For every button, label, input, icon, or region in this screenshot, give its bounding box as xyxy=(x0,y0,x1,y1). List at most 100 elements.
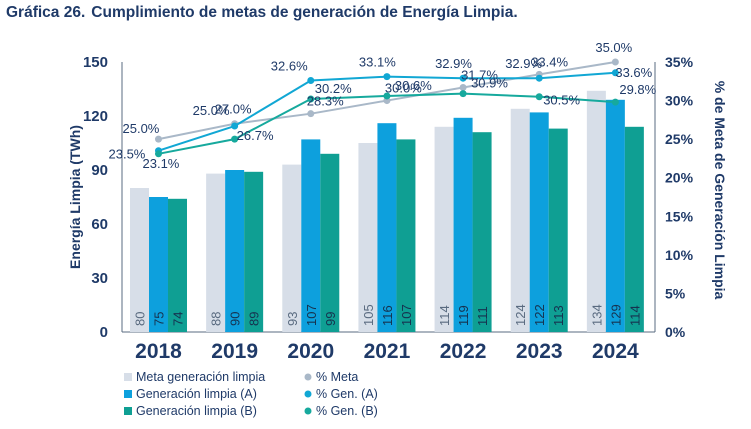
bar xyxy=(244,171,264,332)
x-tick-label: 2018 xyxy=(135,340,182,363)
y-tick-label: 90 xyxy=(91,162,108,179)
bar-value-label: 114 xyxy=(437,305,452,326)
point-label: 28.3% xyxy=(307,94,344,109)
bar-value-label: 88 xyxy=(209,312,224,326)
point-label: 23.5% xyxy=(109,147,146,162)
bar-value-label: 75 xyxy=(152,312,167,326)
legend: Meta generación limpia Generación limpia … xyxy=(124,370,378,418)
legend-item: % Gen. (A) xyxy=(304,387,378,401)
y2-tick-label: 30% xyxy=(665,93,694,109)
point-label: 30.6% xyxy=(395,78,432,93)
y2-tick-label: 20% xyxy=(665,170,694,186)
series-point xyxy=(231,135,239,143)
point-label: 32.9% xyxy=(505,56,542,71)
bar-value-label: 114 xyxy=(627,305,642,326)
point-label: 23.1% xyxy=(143,156,180,171)
legend-label: Generación limpia (A) xyxy=(136,387,257,401)
series-point xyxy=(307,95,315,103)
bar xyxy=(206,173,226,332)
bar-value-label: 90 xyxy=(228,312,243,326)
legend-marker xyxy=(304,373,312,381)
y2-tick-label: 15% xyxy=(665,208,694,224)
point-label: 33.4% xyxy=(531,54,568,69)
y2-axis-title: % de Meta de Generación Limpia xyxy=(712,81,728,300)
bar xyxy=(396,139,416,332)
y2-tick-label: 0% xyxy=(665,324,686,340)
x-tick-label: 2024 xyxy=(592,340,639,363)
x-tick-label: 2020 xyxy=(287,340,334,363)
bar-value-label: 89 xyxy=(247,312,262,326)
y2-tick-label: 35% xyxy=(665,54,694,70)
legend-label: % Gen. (B) xyxy=(316,404,378,418)
bar xyxy=(472,132,492,332)
bar xyxy=(529,112,549,333)
figure-title: Gráfica 26. Cumplimiento de metas de gene… xyxy=(6,4,518,22)
y-tick-label: 60 xyxy=(91,216,108,233)
point-label: 25.0% xyxy=(193,103,230,118)
x-tick-label: 2022 xyxy=(440,340,487,363)
bar-value-label: 124 xyxy=(513,304,528,326)
figure-number: Gráfica 26. xyxy=(6,4,86,21)
bar xyxy=(130,188,149,332)
series-point xyxy=(383,73,391,81)
point-label: 27.0% xyxy=(215,102,252,117)
bar xyxy=(282,164,302,332)
series-point xyxy=(155,135,162,143)
series-point xyxy=(611,98,619,106)
axes: 0 30 60 90 120 150 0% 5% 10% 15% 20% 25% 30% 35% Energ… xyxy=(67,54,728,363)
bar-value-label: 105 xyxy=(361,304,376,326)
legend-item: % Meta xyxy=(304,370,358,384)
bar-value-label: 116 xyxy=(380,305,395,326)
series-point xyxy=(459,83,467,91)
bar-value-label: 134 xyxy=(589,304,604,326)
bar-value-label: 99 xyxy=(323,312,338,326)
bar xyxy=(358,143,378,332)
percentage-lines xyxy=(155,58,619,158)
x-tick-label: 2019 xyxy=(211,340,258,363)
legend-item: Generación limpia (B) xyxy=(124,404,257,418)
point-label: 29.8% xyxy=(619,82,656,97)
bar xyxy=(149,197,168,332)
bar-value-label: 107 xyxy=(399,304,414,326)
legend-label: % Meta xyxy=(316,370,358,384)
legend-marker xyxy=(304,390,312,398)
series-point xyxy=(535,74,543,82)
legend-swatch xyxy=(124,390,132,398)
point-label: 30.0% xyxy=(385,81,422,96)
y-tick-label: 30 xyxy=(91,270,108,287)
legend-item: Generación limpia (A) xyxy=(124,387,257,401)
bar-value-label: 74 xyxy=(171,312,186,326)
bar xyxy=(168,198,187,332)
legend-swatch xyxy=(124,373,132,381)
point-label: 33.1% xyxy=(359,55,396,70)
legend-item: Meta generación limpia xyxy=(124,370,265,384)
bar xyxy=(377,123,397,332)
y2-tick-label: 10% xyxy=(665,247,694,263)
legend-label: % Gen. (A) xyxy=(316,387,378,401)
bar xyxy=(434,126,454,332)
legend-label: Meta generación limpia xyxy=(136,370,265,384)
bar-value-label: 122 xyxy=(532,304,547,326)
x-tick-label: 2021 xyxy=(364,340,411,363)
bar-value-label: 93 xyxy=(285,312,300,326)
percentage-labels: 25.0%27.0%28.3%30.0%31.7%33.4%35.0%23.5%… xyxy=(109,40,657,171)
legend-label: Generación limpia (B) xyxy=(136,404,257,418)
bar xyxy=(320,153,340,332)
y-tick-label: 150 xyxy=(83,54,108,71)
point-label: 30.5% xyxy=(543,93,580,108)
series-point xyxy=(231,122,239,130)
series-point xyxy=(155,150,162,158)
figure-title-text: Cumplimiento de metas de generación de E… xyxy=(91,4,518,21)
y-axis-title: Energía Limpia (TWh) xyxy=(67,125,83,269)
y2-tick-label: 5% xyxy=(665,285,686,301)
x-tick-label: 2023 xyxy=(516,340,563,363)
bar-value-label: 113 xyxy=(551,305,566,326)
point-label: 33.6% xyxy=(615,65,652,80)
bar-value-label: 129 xyxy=(608,304,623,326)
legend-swatch xyxy=(124,407,132,415)
legend-marker xyxy=(304,407,312,415)
bar-value-label: 107 xyxy=(304,304,319,326)
legend-item: % Gen. (B) xyxy=(304,404,378,418)
bar-value-label: 80 xyxy=(133,312,148,326)
